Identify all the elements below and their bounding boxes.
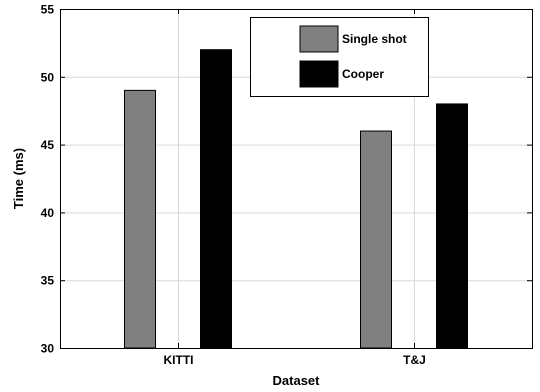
y-axis-ticks: 30 35 40 45 50 55 bbox=[41, 3, 532, 356]
x-tick-label: KITTI bbox=[164, 353, 194, 367]
legend: Single shot Cooper bbox=[250, 17, 429, 97]
legend-box bbox=[250, 17, 429, 97]
x-axis-label: Dataset bbox=[273, 373, 321, 388]
y-tick-label: 45 bbox=[41, 138, 55, 152]
bar-cooper-tj bbox=[436, 103, 468, 349]
y-tick-label: 55 bbox=[41, 3, 55, 17]
plot-frame bbox=[60, 9, 533, 349]
bar-single-shot-tj bbox=[360, 130, 392, 349]
x-tick-label: T&J bbox=[403, 353, 426, 367]
y-tick-label: 50 bbox=[41, 70, 55, 84]
bar-cooper-kitti bbox=[200, 49, 232, 349]
bars bbox=[124, 49, 468, 349]
bar-single-shot-kitti bbox=[124, 89, 156, 349]
legend-swatch bbox=[299, 25, 339, 53]
x-axis-ticks: KITTI T&J bbox=[164, 9, 426, 367]
legend-label: Single shot bbox=[342, 32, 407, 46]
y-tick-label: 30 bbox=[41, 342, 55, 356]
y-tick-label: 40 bbox=[41, 206, 55, 220]
legend-swatch bbox=[299, 60, 339, 88]
y-tick-label: 35 bbox=[41, 274, 55, 288]
y-axis-label: Time (ms) bbox=[11, 148, 26, 209]
legend-label: Cooper bbox=[342, 67, 384, 81]
